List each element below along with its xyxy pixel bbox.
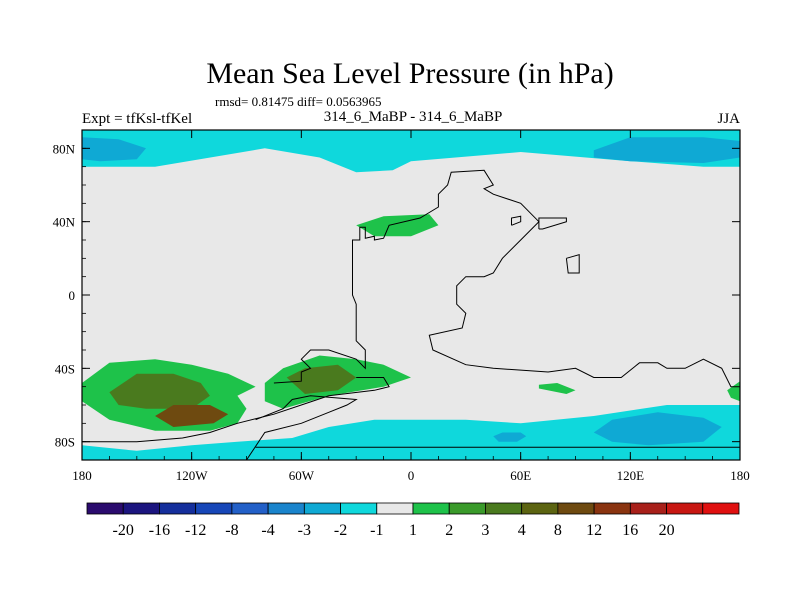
coastline-6 bbox=[538, 217, 567, 230]
colorbar-label: 2 bbox=[445, 522, 453, 539]
coastline-5 bbox=[511, 215, 522, 226]
colorbar-label: -12 bbox=[185, 522, 206, 539]
coastline-1 bbox=[82, 377, 390, 443]
colorbar-swatch bbox=[122, 502, 160, 515]
y-tick-label: 80S bbox=[55, 435, 75, 450]
coastline-2 bbox=[273, 169, 740, 388]
colorbar-swatch bbox=[629, 502, 667, 515]
colorbar-label: -8 bbox=[225, 522, 238, 539]
region-south-atlantic-high-core bbox=[286, 364, 357, 394]
colorbar-swatch bbox=[267, 502, 305, 515]
colorbar-label: -16 bbox=[149, 522, 170, 539]
colorbar-swatch bbox=[702, 502, 740, 515]
coastlines bbox=[82, 169, 740, 460]
colorbar-swatch bbox=[159, 502, 197, 515]
region-northern-high bbox=[356, 214, 439, 237]
colorbar-swatch bbox=[593, 502, 631, 515]
x-tick-label: 60W bbox=[289, 468, 315, 483]
x-tick-label: 180 bbox=[72, 468, 92, 483]
region-south-pacific-high-core bbox=[109, 373, 210, 409]
season-label: JJA bbox=[717, 111, 740, 127]
colorbar-label: 1 bbox=[409, 522, 417, 539]
x-tick-label: 180 bbox=[730, 468, 750, 483]
y-tick-label: 80N bbox=[53, 141, 76, 156]
x-tick-label: 60E bbox=[510, 468, 531, 483]
colorbar-label: 20 bbox=[659, 522, 675, 539]
colorbar-label: 16 bbox=[622, 522, 638, 539]
colorbar-swatch bbox=[86, 502, 124, 515]
region-southern-ocean-strong-low bbox=[593, 412, 722, 446]
x-tick-label: 0 bbox=[408, 468, 415, 483]
region-arctic-low-east bbox=[593, 137, 740, 163]
colorbar-swatch bbox=[376, 502, 414, 515]
colorbar-label: -1 bbox=[370, 522, 383, 539]
colorbar-label: -20 bbox=[113, 522, 134, 539]
colorbar: -20 -16 -12 -8 -4 -3 -2 -1 1 2 3 4 8 12 16 20 bbox=[86, 502, 740, 539]
coastline-4 bbox=[246, 395, 358, 460]
region-south-pacific-high-peak bbox=[155, 405, 229, 427]
colorbar-swatch bbox=[412, 502, 450, 515]
colorbar-label: 3 bbox=[481, 522, 489, 539]
colorbar-label: -4 bbox=[261, 522, 274, 539]
y-tick-label: 40N bbox=[53, 215, 76, 230]
region-southern-ocean-low bbox=[82, 405, 740, 460]
region-arctic-low-west bbox=[82, 137, 146, 162]
colorbar-swatch bbox=[521, 502, 559, 515]
coastline-7 bbox=[565, 254, 580, 274]
colorbar-label: 12 bbox=[586, 522, 602, 539]
left-label: Expt = tfKsl-tfKel bbox=[82, 111, 192, 127]
region-arctic-weak-low bbox=[82, 130, 740, 173]
colorbar-label: 8 bbox=[554, 522, 562, 539]
region-southern-ocean-small-low bbox=[493, 432, 527, 442]
colorbar-swatch bbox=[666, 502, 704, 515]
axes: 180 120W 60W 0 60E 120E 180 80N 40N 0 40S 80S bbox=[53, 129, 750, 483]
y-tick-label: 0 bbox=[69, 288, 76, 303]
colorbar-swatch bbox=[195, 502, 233, 515]
center-label: 314_6_MaBP - 314_6_MaBP bbox=[324, 109, 503, 125]
contour-regions bbox=[82, 130, 740, 460]
colorbar-swatch bbox=[340, 502, 378, 515]
colorbar-label: 4 bbox=[518, 522, 526, 539]
stats-line: rmsd= 0.81475 diff= 0.0563965 bbox=[215, 94, 381, 109]
x-tick-label: 120W bbox=[176, 468, 209, 483]
colorbar-swatch bbox=[303, 502, 341, 515]
colorbar-swatch bbox=[485, 502, 523, 515]
chart-title: Mean Sea Level Pressure (in hPa) bbox=[206, 57, 613, 90]
y-tick-label: 40S bbox=[55, 361, 75, 376]
x-tick-label: 120E bbox=[617, 468, 645, 483]
colorbar-label: -2 bbox=[334, 522, 347, 539]
colorbar-label: -3 bbox=[298, 522, 311, 539]
region-indian-ocean-high bbox=[538, 383, 576, 394]
colorbar-swatch bbox=[557, 502, 595, 515]
colorbar-swatch bbox=[231, 502, 269, 515]
colorbar-swatch bbox=[448, 502, 486, 515]
